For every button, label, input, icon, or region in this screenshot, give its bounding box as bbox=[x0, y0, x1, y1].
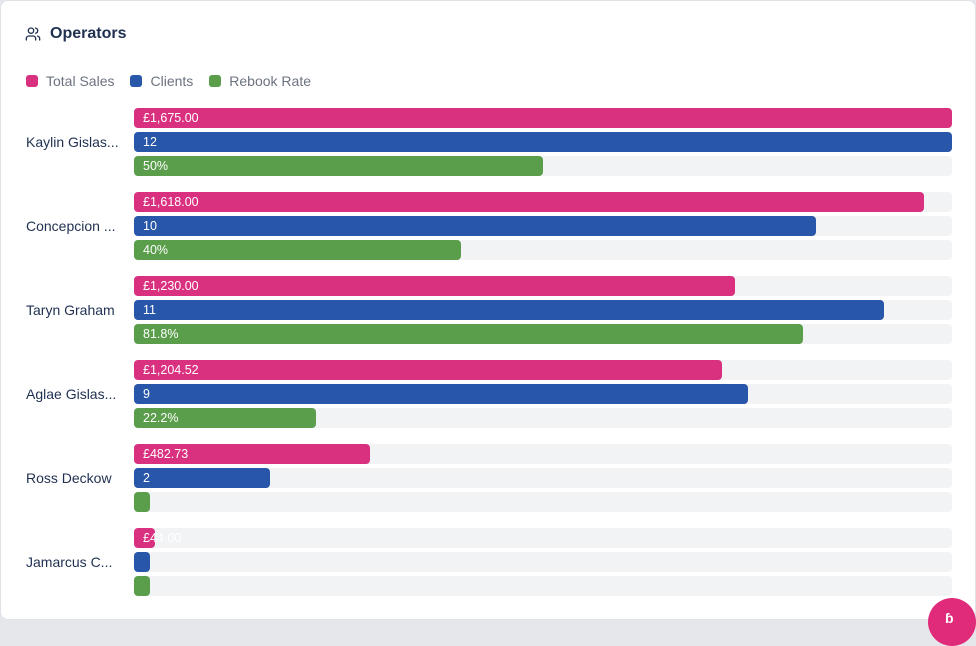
bar-track: 2 bbox=[134, 468, 952, 488]
bar-clients[interactable] bbox=[134, 468, 270, 488]
operator-group: Jamarcus C... £44.00 bbox=[1, 528, 975, 596]
bar-value-label: £1,675.00 bbox=[143, 111, 199, 125]
bar-total-sales[interactable] bbox=[134, 444, 370, 464]
bar-clients[interactable] bbox=[134, 132, 952, 152]
card-header: Operators bbox=[25, 23, 126, 45]
bar-value-label: 9 bbox=[143, 387, 150, 401]
operator-group: Ross Deckow £482.73 2 bbox=[1, 444, 975, 512]
bar-rebook-rate[interactable] bbox=[134, 576, 150, 596]
bar-value-label: 10 bbox=[143, 219, 157, 233]
legend-swatch bbox=[209, 75, 222, 87]
operator-name: Aglae Gislas... bbox=[26, 386, 117, 402]
bar-value-label: 50% bbox=[143, 159, 169, 173]
bar-rebook-rate[interactable] bbox=[134, 492, 150, 512]
operators-card: Operators Total Sales Clients Rebook Rat… bbox=[0, 0, 976, 620]
bar-track bbox=[134, 576, 952, 596]
bar-track: 81.8% bbox=[134, 324, 952, 344]
bar-clients[interactable] bbox=[134, 552, 150, 572]
bar-track: 22.2% bbox=[134, 408, 952, 428]
legend-item-clients[interactable]: Clients bbox=[130, 73, 193, 89]
operator-group: Taryn Graham £1,230.00 11 81.8% bbox=[1, 276, 975, 344]
bar-value-label: 2 bbox=[143, 471, 150, 485]
bar-track: 10 bbox=[134, 216, 952, 236]
bar-rebook-rate[interactable] bbox=[134, 324, 803, 344]
bar-value-label: 11 bbox=[143, 303, 156, 317]
bar-track: 12 bbox=[134, 132, 952, 152]
bar-track: £1,618.00 bbox=[134, 192, 952, 212]
bar-value-label: 22.2% bbox=[143, 411, 179, 425]
bar-rebook-rate[interactable] bbox=[134, 240, 461, 260]
operator-name: Ross Deckow bbox=[26, 470, 112, 486]
assistant-icon: ɓ bbox=[945, 610, 954, 626]
bar-track: 40% bbox=[134, 240, 952, 260]
bar-rebook-rate[interactable] bbox=[134, 156, 543, 176]
bar-total-sales[interactable] bbox=[134, 192, 924, 212]
bar-track: £1,204.52 bbox=[134, 360, 952, 380]
operator-group: Aglae Gislas... £1,204.52 9 22.2% bbox=[1, 360, 975, 428]
legend-swatch bbox=[26, 75, 38, 87]
bar-track: 9 bbox=[134, 384, 952, 404]
bar-value-label: 40% bbox=[143, 243, 169, 257]
operator-group: Kaylin Gislas... £1,675.00 12 50% bbox=[1, 108, 975, 176]
bar-total-sales[interactable] bbox=[134, 276, 735, 296]
operator-name: Concepcion ... bbox=[26, 218, 116, 234]
legend-label: Clients bbox=[150, 73, 194, 89]
legend-label: Rebook Rate bbox=[229, 73, 311, 89]
bar-clients[interactable] bbox=[134, 216, 816, 236]
bar-value-label: £482.73 bbox=[143, 447, 189, 461]
operator-group: Concepcion ... £1,618.00 10 40% bbox=[1, 192, 975, 260]
legend-item-total-sales[interactable]: Total Sales bbox=[26, 73, 114, 89]
chart-legend: Total Sales Clients Rebook Rate bbox=[26, 73, 327, 89]
bar-track: £1,230.00 bbox=[134, 276, 952, 296]
bar-value-label: £1,618.00 bbox=[143, 195, 199, 209]
bar-track bbox=[134, 552, 952, 572]
bar-track: £482.73 bbox=[134, 444, 952, 464]
bar-track: £44.00 bbox=[134, 528, 952, 548]
bar-value-label: 81.8% bbox=[143, 327, 179, 341]
bar-track: 50% bbox=[134, 156, 952, 176]
card-title: Operators bbox=[50, 25, 127, 42]
bar-rebook-rate[interactable] bbox=[134, 408, 316, 428]
bar-clients[interactable] bbox=[134, 384, 748, 404]
floating-action-button[interactable]: ɓ bbox=[928, 598, 976, 646]
legend-label: Total Sales bbox=[46, 73, 115, 89]
bar-track: 11 bbox=[134, 300, 952, 320]
bar-total-sales[interactable] bbox=[134, 108, 952, 128]
operator-name: Kaylin Gislas... bbox=[26, 134, 119, 150]
operator-name: Jamarcus C... bbox=[26, 554, 113, 570]
bar-value-label: 12 bbox=[143, 135, 157, 149]
users-icon bbox=[25, 27, 41, 41]
legend-swatch bbox=[130, 75, 143, 87]
operator-name: Taryn Graham bbox=[26, 302, 115, 318]
bar-total-sales[interactable] bbox=[134, 528, 155, 548]
bar-total-sales[interactable] bbox=[134, 360, 722, 380]
bar-track bbox=[134, 492, 952, 512]
bar-value-label: £44.00 bbox=[143, 531, 182, 545]
bar-clients[interactable] bbox=[134, 300, 884, 320]
bar-track: £1,675.00 bbox=[134, 108, 952, 128]
legend-item-rebook-rate[interactable]: Rebook Rate bbox=[209, 73, 311, 89]
bar-value-label: £1,230.00 bbox=[143, 279, 199, 293]
bar-value-label: £1,204.52 bbox=[143, 363, 199, 377]
